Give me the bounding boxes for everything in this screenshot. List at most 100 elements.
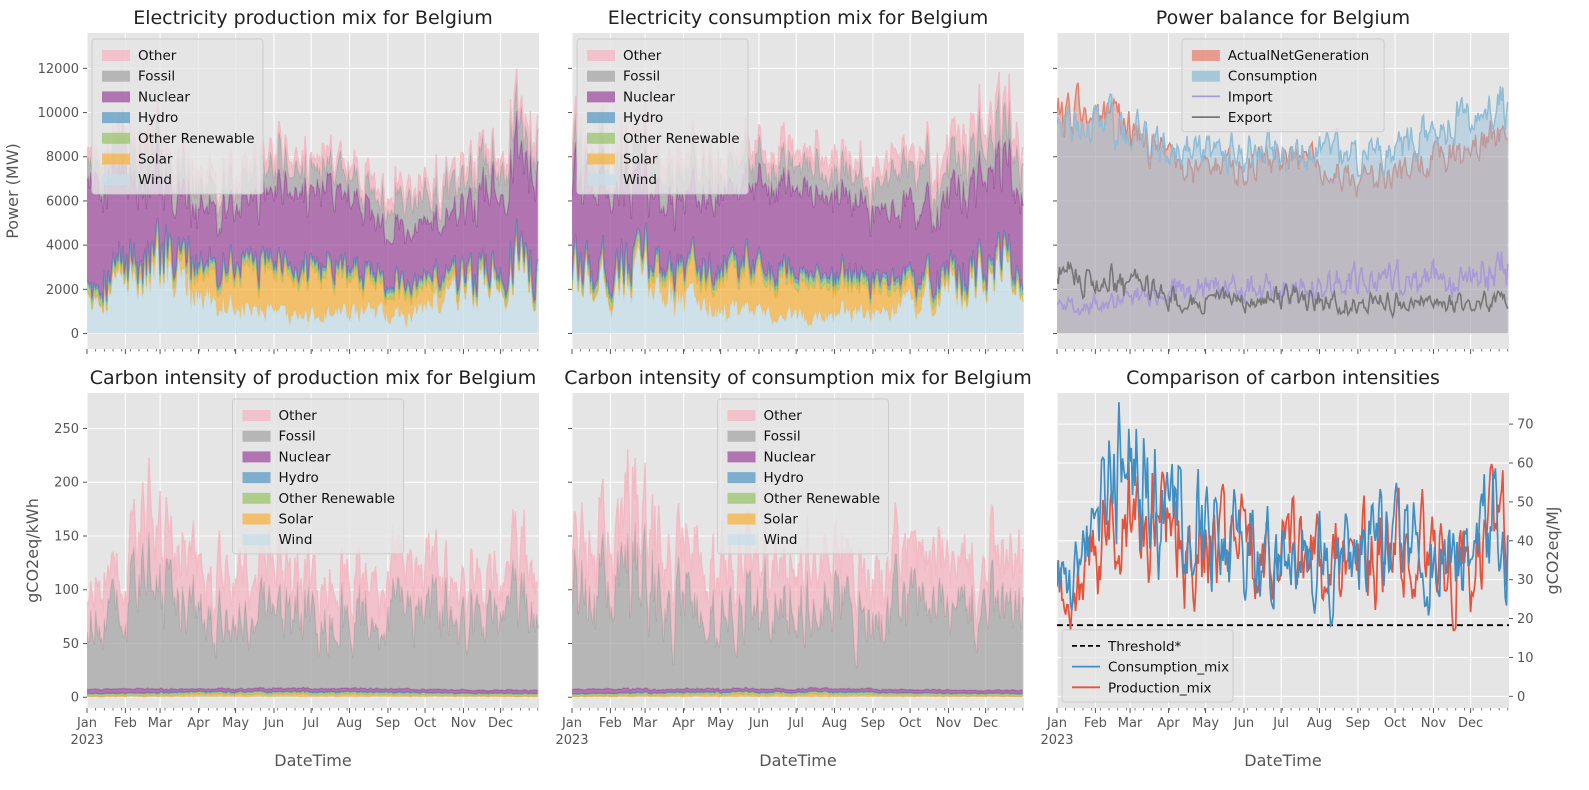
xtick-label: Dec — [488, 716, 513, 731]
area-solar — [87, 227, 538, 328]
xtick-label: Apr — [187, 716, 210, 731]
legend-box — [1061, 629, 1234, 703]
legend-swatch — [242, 534, 271, 546]
legend-swatch — [102, 112, 130, 124]
legend-swatch — [242, 430, 271, 442]
legend-box — [232, 398, 404, 555]
legend-label: Wind — [279, 532, 313, 548]
legend-swatch — [587, 50, 615, 61]
legend: Threshold* Consumption_mix Production_mix — [1061, 629, 1234, 703]
xtick-label: Mar — [633, 716, 658, 731]
xtick-label: Feb — [1084, 716, 1107, 731]
legend-swatch — [242, 492, 271, 504]
legend: Other Fossil Nuclear Hydro Other Renewable So… — [576, 38, 749, 195]
legend-swatch — [587, 174, 615, 186]
line-other — [572, 449, 1024, 632]
legend-label: Export — [1228, 110, 1272, 126]
legend-label: Hydro — [623, 110, 663, 126]
legend-label: Other — [623, 48, 662, 64]
xtick-label: Sep — [376, 716, 401, 731]
area-fossil — [572, 522, 1023, 691]
ytick-label: 50 — [1517, 495, 1534, 510]
legend-label: Nuclear — [279, 449, 331, 465]
year-label: 2023 — [555, 733, 588, 748]
ytick-label: 50 — [62, 637, 79, 652]
plot-layer — [87, 68, 539, 334]
xtick-label: Jun — [263, 716, 284, 731]
legend-swatch — [1191, 50, 1220, 61]
chart-title: Electricity consumption mix for Belgium — [608, 7, 989, 29]
legend-label: Nuclear — [138, 89, 190, 105]
panel-power_balance: Power balance for Belgium ActualNetGenera… — [1053, 7, 1509, 354]
panel-ci_comparison: 0 10 20 30 40 50 60 70 gCO2eq/MJ Jan Feb Mar Apr May J… — [1040, 367, 1562, 770]
legend-label: Other Renewable — [279, 491, 396, 507]
ytick-label: 0 — [1517, 690, 1525, 705]
legend: Other Fossil Nuclear Hydro Other Renewable So… — [717, 398, 889, 555]
xtick-label: Jul — [787, 716, 804, 731]
xtick-label: Feb — [114, 716, 137, 731]
ytick-label: 6000 — [46, 194, 79, 209]
ytick-label: 200 — [54, 476, 79, 491]
legend-swatch — [727, 430, 756, 442]
legend-swatch — [242, 513, 271, 525]
xtick-label: Apr — [1157, 716, 1180, 731]
plot-layer — [1057, 82, 1509, 334]
ytick-label: 250 — [54, 422, 79, 437]
xtick-label: Jun — [748, 716, 769, 731]
legend-label: Fossil — [279, 429, 316, 445]
legend-label: Solar — [764, 512, 799, 528]
legend-label: Wind — [138, 172, 172, 188]
ytick-label: 150 — [54, 529, 79, 544]
ytick-label: 12000 — [38, 62, 79, 77]
legend-swatch — [727, 472, 756, 484]
legend-label: Solar — [623, 152, 658, 168]
legend: Other Fossil Nuclear Hydro Other Renewable So… — [232, 398, 404, 555]
area-wind — [572, 242, 1023, 334]
legend-swatch — [727, 451, 756, 463]
plot-layer — [572, 449, 1024, 698]
legend-label: Solar — [279, 512, 314, 528]
area-nuclear — [572, 139, 1023, 299]
xtick-label: Oct — [1384, 716, 1406, 731]
xtick-label: Feb — [599, 716, 622, 731]
legend-swatch — [102, 70, 130, 82]
xtick-label: Jan — [76, 716, 97, 731]
legend-label: Other Renewable — [138, 131, 255, 147]
area-fossil — [572, 88, 1023, 237]
ytick-label: 8000 — [46, 150, 79, 165]
legend-label: Fossil — [623, 69, 660, 85]
xtick-label: Aug — [337, 716, 362, 731]
legend-label: Threshold* — [1107, 639, 1182, 655]
area-other-renewable — [572, 227, 1023, 311]
xtick-label: Apr — [672, 716, 695, 731]
legend-label: Nuclear — [623, 89, 675, 105]
y-axis-label: Power (MW) — [3, 143, 22, 239]
area-fossil — [87, 531, 538, 691]
xtick-label: Jul — [302, 716, 319, 731]
xtick-label: Jan — [1046, 716, 1067, 731]
area-fossil — [87, 77, 538, 245]
year-label: 2023 — [1040, 733, 1073, 748]
ytick-label: 30 — [1517, 573, 1534, 588]
legend-box — [576, 38, 749, 195]
legend-box — [717, 398, 889, 555]
legend-label: Other — [764, 408, 803, 424]
legend-swatch — [587, 153, 615, 165]
legend-swatch — [102, 50, 130, 61]
xtick-label: Oct — [899, 716, 921, 731]
chart-title: Comparison of carbon intensities — [1126, 367, 1440, 389]
y-axis-label: gCO2eq/kWh — [23, 498, 42, 603]
ytick-label: 4000 — [46, 239, 79, 254]
legend-label: Hydro — [138, 110, 178, 126]
legend-label: Solar — [138, 152, 173, 168]
ytick-label: 0 — [71, 327, 79, 342]
legend-label: Production_mix — [1108, 680, 1211, 696]
legend-swatch — [102, 132, 130, 144]
area-other — [87, 457, 538, 659]
xtick-label: Jul — [1272, 716, 1289, 731]
legend-label: Import — [1228, 89, 1273, 105]
legend-swatch — [242, 472, 271, 484]
legend-swatch — [587, 70, 615, 82]
legend-label: Wind — [623, 172, 657, 188]
